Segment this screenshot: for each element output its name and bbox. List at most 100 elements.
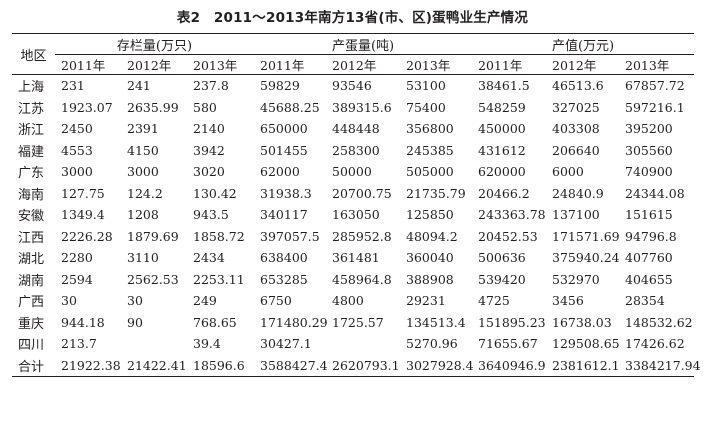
table-cell: 16738.03 [552,314,612,330]
table-cell: 206640 [552,142,600,158]
table-cell: 431612 [478,142,526,158]
region-name: 重庆 [18,316,45,332]
table-cell: 1725.57 [332,314,384,330]
table-cell: 20452.53 [478,228,538,244]
table-cell: 6000 [552,164,584,180]
table-cell: 2253.11 [193,271,245,287]
region-name: 广西 [18,295,45,311]
region-name: 江苏 [18,101,45,117]
table-cell: 241 [127,78,151,94]
table-row: 重庆 944.18 90 768.65 171480.29 1725.57 134513.4… [12,312,694,334]
year-header: 2012年 [326,55,401,75]
region-name: 湖北 [18,252,45,268]
table-cell: 67857.72 [625,78,685,94]
region-name: 福建 [18,144,45,160]
table-cell: 740900 [625,164,673,180]
table-cell: 2594 [61,271,93,287]
table-cell: 50000 [332,164,372,180]
region-name: 安徽 [18,209,45,225]
table-cell: 258300 [332,142,380,158]
table-cell [326,333,400,355]
year-header: 2013年 [187,55,255,75]
table-cell: 148532.62 [625,314,693,330]
table-cell: 21422.41 [121,354,187,377]
table-cell: 29231 [406,293,446,309]
table-cell: 404655 [625,271,673,287]
table-cell: 3640946.9 [472,354,547,377]
table-cell: 3384217.94 [619,354,701,377]
table-cell: 4800 [332,293,364,309]
table-row: 浙江 2450 2391 2140 650000 448448 356800 450000 40… [12,118,694,140]
production-table: 地区 存栏量(万只) 产蛋量(吨) 产值(万元) 2011年 2012年 201… [12,33,701,377]
table-cell: 46513.6 [552,78,604,94]
table-cell: 3588427.4 [254,354,328,377]
table-cell: 361481 [332,250,380,266]
table-cell: 3000 [61,164,93,180]
table-row: 安徽 1349.4 1208 943.5 340117 163050 125850 24336… [12,204,694,226]
table-cell: 243363.78 [478,207,546,223]
table-row: 上海 231 241 237.8 59829 93546 53100 38461.5 46513… [12,75,694,97]
table-row: 广西 30 30 249 6750 4800 29231 4725 3456 28354 [12,290,694,312]
table-cell: 448448 [332,121,380,137]
table-cell: 2620793.1 [326,354,401,377]
table-cell: 75400 [406,99,446,115]
table-cell: 505000 [406,164,454,180]
table-cell: 62000 [260,164,300,180]
table-cell: 2391 [127,121,159,137]
table-cell: 124.2 [127,185,163,201]
table-cell: 395200 [625,121,673,137]
table-row: 江西 2226.28 1879.69 1858.72 397057.5 285952.8 4… [12,226,694,248]
table-cell: 53100 [406,78,446,94]
table-cell: 2562.53 [127,271,179,287]
table-cell: 389315.6 [332,99,392,115]
table-cell: 305560 [625,142,673,158]
table-cell: 3027928.4 [400,354,474,377]
table-cell: 458964.8 [332,271,392,287]
table-cell: 2140 [193,121,225,137]
table-cell: 151895.23 [478,314,546,330]
table-cell: 17426.62 [625,336,685,352]
table-cell: 18596.6 [187,354,255,377]
table-cell: 24840.9 [552,185,604,201]
region-name: 江西 [18,230,45,246]
table-cell: 48094.2 [406,228,458,244]
table-cell: 93546 [332,78,372,94]
table-cell: 650000 [260,121,308,137]
region-name: 海南 [18,187,45,203]
table-cell: 2450 [61,121,93,137]
group-header-stock: 存栏量(万只) [55,34,255,56]
table-cell: 532970 [552,271,600,287]
table-cell: 450000 [478,121,526,137]
table-cell: 2226.28 [61,228,113,244]
region-name: 四川 [18,338,45,354]
table-cell: 620000 [478,164,526,180]
table-cell: 539420 [478,271,526,287]
year-header: 2013年 [619,55,695,75]
table-cell: 71655.67 [478,336,538,352]
table-cell: 249 [193,293,217,309]
table-cell: 340117 [260,207,308,223]
table-cell: 163050 [332,207,380,223]
table-cell: 24344.08 [625,185,685,201]
table-cell: 237.8 [193,78,229,94]
table-cell: 943.5 [193,207,229,223]
table-row: 四川 213.7 39.4 30427.1 5270.96 71655.67 129508.… [12,333,694,355]
table-cell: 580 [193,99,217,115]
table-cell: 134513.4 [406,314,466,330]
table-cell: 3942 [193,142,225,158]
table-cell: 638400 [260,250,308,266]
table-cell: 21735.79 [406,185,466,201]
table-caption: 表2 2011～2013年南方13省(市、区)蛋鸭业生产情况 [176,10,529,26]
table-cell: 944.18 [61,314,105,330]
table-cell: 501455 [260,142,308,158]
table-cell: 500636 [478,250,526,266]
region-header: 地区 [20,48,47,64]
table-cell: 151615 [625,207,673,223]
table-cell: 129508.65 [552,336,620,352]
table-row: 福建 4553 4150 3942 501455 258300 245385 431612 20… [12,140,694,162]
table-cell: 1879.69 [127,228,179,244]
region-name: 广东 [18,166,45,182]
group-header-value: 产值(万元) [472,34,695,56]
table-cell: 28354 [625,293,665,309]
year-header: 2011年 [254,55,327,75]
